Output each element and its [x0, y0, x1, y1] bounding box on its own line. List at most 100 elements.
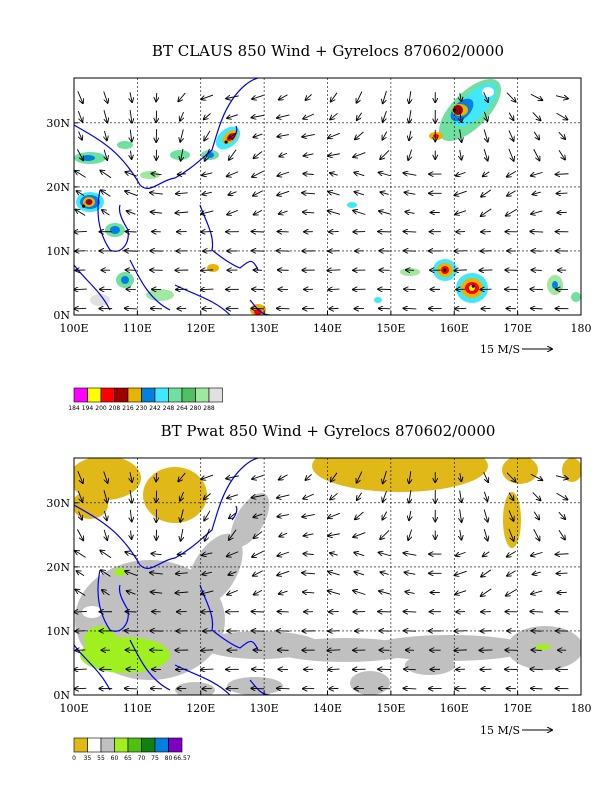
colorbar-label: 75: [151, 755, 159, 762]
wind-vector: [77, 571, 85, 577]
wind-vector: [555, 174, 569, 175]
wind-vector: [201, 270, 214, 271]
wind-vector: [151, 174, 162, 175]
wind-vector: [130, 509, 131, 522]
wind-vector: [460, 93, 461, 101]
x-tick-label: 100E: [59, 322, 88, 335]
wind-vector: [254, 209, 263, 214]
colorbar-swatch: [195, 387, 210, 403]
wind-vector: [533, 131, 539, 140]
wind-vector: [279, 533, 288, 536]
colorbar-label: 216: [122, 405, 134, 412]
wind-vector: [205, 148, 210, 161]
wind-vector: [383, 110, 387, 122]
wind-vector: [305, 94, 312, 100]
wind-vector: [126, 231, 137, 232]
y-tick-label: 0N: [53, 309, 70, 322]
x-tick-label: 140E: [313, 322, 342, 335]
field-patch: [571, 292, 581, 302]
wind-vector: [403, 688, 417, 689]
wind-vector: [125, 552, 137, 557]
wind-vector: [557, 193, 568, 194]
field-patch: [433, 134, 439, 138]
wind-vector: [354, 172, 365, 175]
colorbar-label: 65: [124, 755, 132, 762]
wind-vector: [380, 530, 390, 539]
wind-vector: [205, 528, 210, 541]
wind-vector: [483, 92, 488, 102]
wind-vector: [409, 110, 411, 123]
wind-vector: [156, 92, 157, 101]
wind-vector: [302, 573, 315, 574]
wind-vector: [508, 510, 514, 520]
wind-vector: [102, 210, 110, 216]
colorbar-label: 184: [68, 405, 80, 412]
field-patch: [82, 606, 102, 618]
wind-vector: [533, 192, 541, 194]
wind-vector: [277, 115, 290, 118]
chart-top-title: BT CLAUS 850 Wind + Gyrelocs 870602/0000: [152, 42, 504, 60]
wind-vector: [303, 554, 314, 555]
wind-vector: [181, 528, 183, 541]
wind-vector: [357, 91, 363, 103]
wind-vector: [175, 592, 189, 593]
wind-vector: [101, 570, 111, 577]
wind-vector: [130, 489, 132, 503]
wind-vector: [455, 590, 467, 595]
wind-vector: [328, 132, 340, 138]
wind-vector: [532, 270, 542, 271]
wind-vector: [455, 688, 467, 689]
field-patch: [84, 626, 116, 654]
wind-vector: [253, 570, 263, 576]
wind-vector: [483, 509, 488, 522]
field-patch: [370, 635, 530, 661]
wind-vector: [201, 94, 214, 99]
field-patch: [207, 264, 219, 272]
wind-vector: [507, 551, 517, 556]
wind-vector: [404, 231, 417, 232]
field-patch: [90, 294, 110, 306]
wind-vector: [277, 551, 290, 556]
wind-vector: [379, 172, 391, 175]
wind-vector: [558, 529, 565, 539]
wind-vector: [226, 476, 239, 479]
coastline: [97, 189, 129, 252]
x-tick-label: 170E: [503, 322, 532, 335]
wind-vector: [353, 591, 366, 595]
wind-vector: [481, 208, 492, 216]
wind-vector: [408, 529, 411, 540]
wind-vector: [533, 149, 540, 160]
wind-vector: [77, 191, 85, 197]
wind-vector: [329, 631, 340, 632]
top-coastlines: [74, 78, 271, 315]
wind-vector: [530, 669, 544, 670]
wind-vector: [530, 231, 544, 232]
wind-vector: [460, 110, 462, 123]
wind-vector: [483, 551, 490, 557]
wind-vector: [201, 650, 214, 651]
wind-vector: [379, 552, 391, 555]
wind-vector: [405, 592, 415, 594]
wind-vector: [507, 570, 516, 576]
wind-vector: [279, 591, 288, 594]
chart-bottom: BT Pwat 850 Wind + Gyrelocs 870602/0000: [46, 422, 591, 762]
wind-vector: [455, 210, 467, 215]
wind-vector: [252, 170, 264, 177]
wind-vector: [151, 592, 163, 593]
field-patch: [502, 458, 538, 484]
wind-vector: [201, 211, 214, 214]
wind-vector: [277, 135, 289, 137]
colorbar-label: 230: [136, 405, 148, 412]
wind-vector: [104, 130, 106, 140]
field-patch: [114, 568, 126, 576]
wind-vector: [127, 211, 136, 214]
wind-vector: [481, 189, 492, 197]
coastline: [97, 569, 129, 632]
x-tick-label: 110E: [123, 702, 152, 715]
field-patch: [347, 202, 357, 208]
wind-vector: [252, 115, 265, 117]
wind-vector: [533, 572, 541, 574]
wind-vector: [304, 534, 314, 536]
wind-vector: [354, 572, 365, 575]
